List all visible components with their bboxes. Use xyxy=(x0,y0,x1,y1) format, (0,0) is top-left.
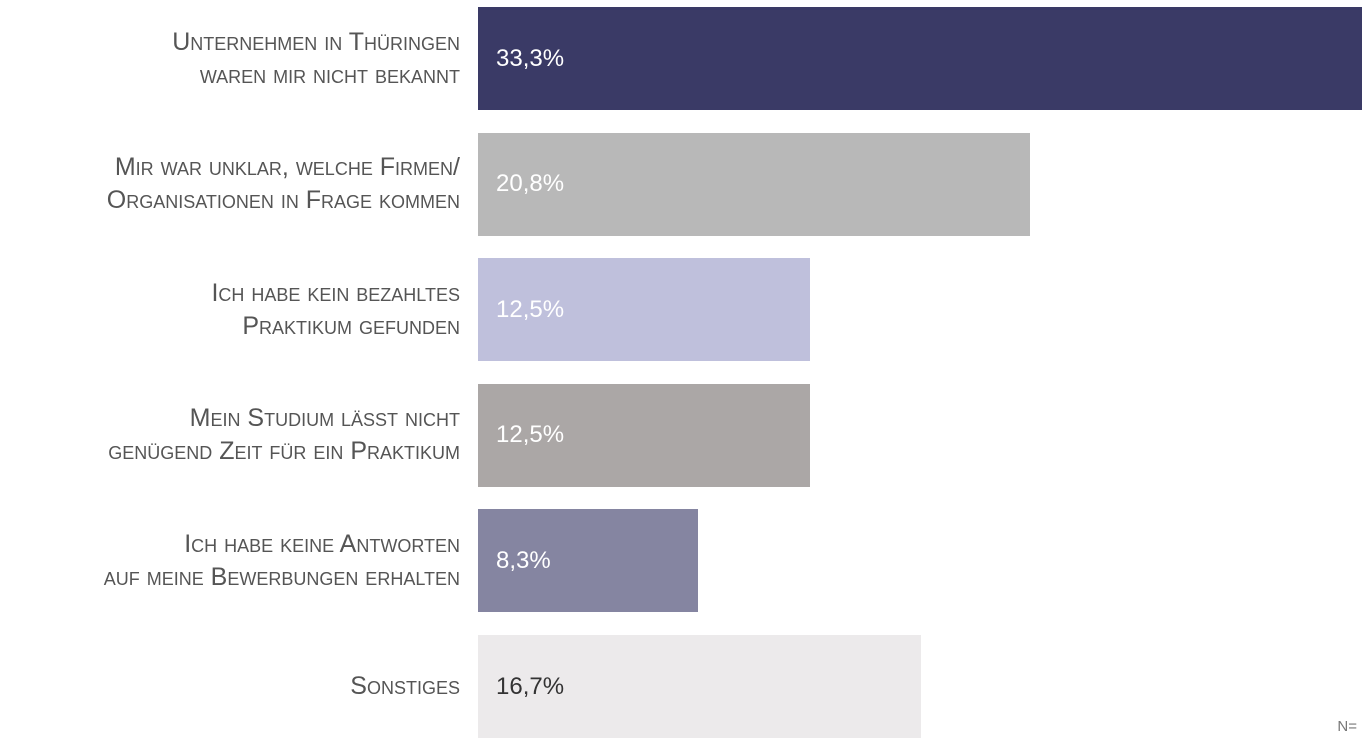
value-label: 12,5% xyxy=(496,421,565,449)
value-label: 8,3% xyxy=(496,546,551,574)
bar xyxy=(478,7,1362,110)
category-label: Mein Studium lässt nicht genügend Zeit f… xyxy=(108,404,460,466)
category-label: Sonstiges xyxy=(350,672,460,700)
bar xyxy=(478,383,810,487)
value-label: 33,3% xyxy=(496,44,565,72)
value-label: 20,8% xyxy=(496,170,565,198)
category-label: Mir war unklar, welche Firmen/ Organisat… xyxy=(106,153,460,215)
category-label: Ich habe keine Antworten auf meine Bewer… xyxy=(103,529,460,591)
annotation: N= xyxy=(1337,718,1357,735)
bar xyxy=(478,132,1031,236)
category-label: Unternehmen in Thüringen waren mir nicht… xyxy=(172,27,460,89)
bar xyxy=(478,258,810,362)
bar xyxy=(478,509,699,613)
bar xyxy=(478,635,922,738)
value-label: 12,5% xyxy=(496,295,565,323)
value-label: 16,7% xyxy=(496,672,565,700)
category-label: Ich habe kein bezahltes Praktikum gefund… xyxy=(211,278,460,340)
